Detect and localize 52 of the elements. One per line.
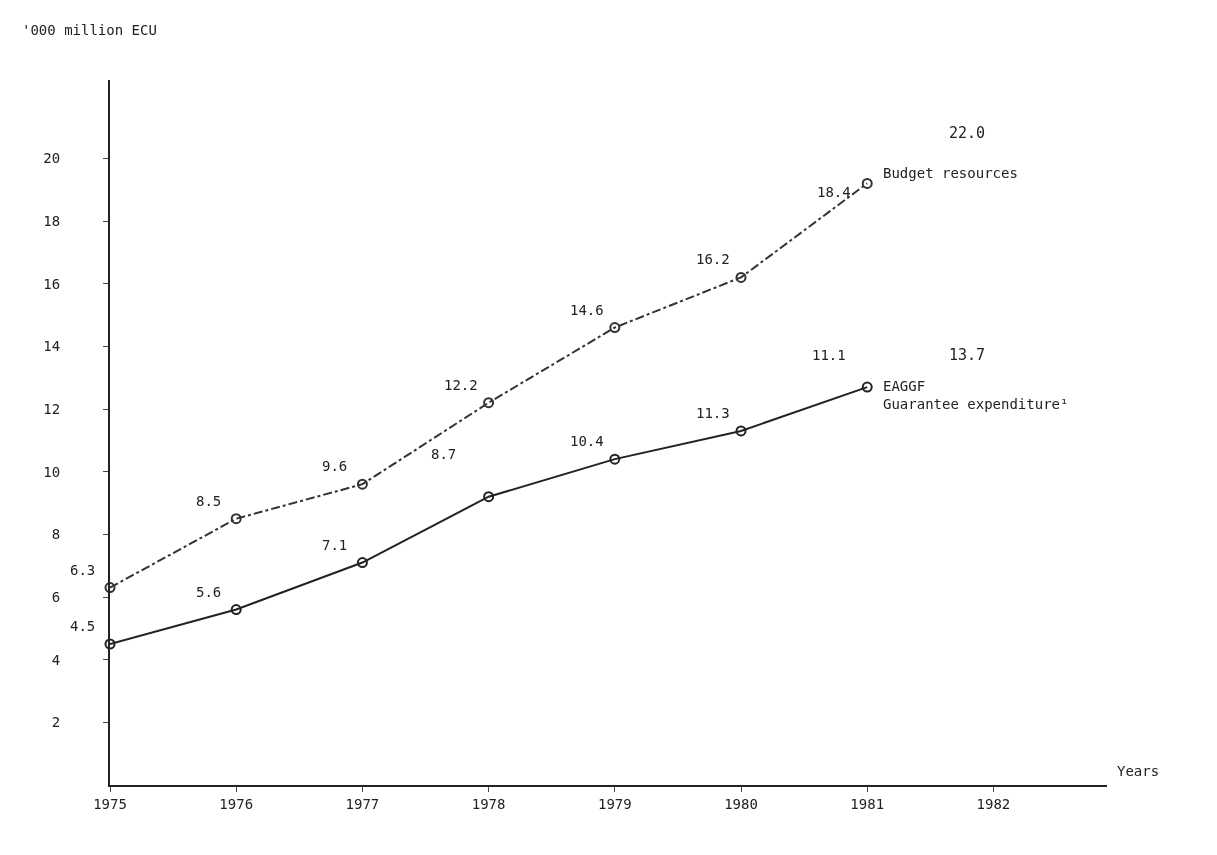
data-label: 11.3 — [696, 405, 730, 421]
point — [609, 453, 621, 465]
point — [356, 557, 368, 569]
data-label: 8.5 — [196, 493, 222, 509]
y-tick-label: 16 — [43, 275, 61, 292]
y-tick-label: 20 — [43, 150, 61, 167]
x-tick-label: 1980 — [724, 795, 758, 812]
point — [104, 582, 116, 594]
y-tick-label: 4 — [51, 651, 61, 668]
annotation: 13.7 — [949, 346, 986, 364]
point — [609, 322, 621, 334]
x-tick-label: 1981 — [850, 795, 885, 812]
point — [861, 177, 873, 189]
point — [483, 397, 495, 409]
data-label: 4.5 — [70, 618, 96, 634]
x-tick-label: 1979 — [597, 795, 632, 812]
x-axis-title: Years — [1117, 763, 1160, 779]
point — [735, 271, 747, 283]
series-label: EAGGF Guarantee expenditure¹ — [883, 378, 1069, 413]
point — [356, 478, 368, 490]
y-axis-title: '000 million ECU — [22, 22, 157, 38]
x-tick-label: 1976 — [219, 795, 254, 812]
x-tick-label: 1978 — [471, 795, 506, 812]
annotation: 18.4 — [817, 184, 851, 200]
y-tick-label: 14 — [43, 338, 61, 355]
annotation: 11.1 — [812, 347, 846, 363]
x-tick-label: 1977 — [345, 795, 380, 812]
data-label: 6.3 — [70, 562, 96, 578]
data-label: 7.1 — [322, 537, 348, 553]
point — [230, 513, 242, 525]
data-label: 5.6 — [196, 584, 222, 600]
point — [735, 425, 747, 437]
data-label: 10.4 — [570, 433, 604, 449]
x-tick-label: 1975 — [93, 795, 127, 812]
y-tick-label: 2 — [51, 714, 61, 731]
annotation: 8.7 — [431, 446, 457, 462]
point — [483, 491, 495, 503]
y-tick-label: 8 — [51, 526, 61, 543]
y-tick-label: 12 — [43, 400, 61, 417]
y-tick-label: 18 — [43, 212, 61, 229]
data-label: 12.2 — [444, 377, 478, 393]
point — [104, 638, 116, 650]
series-label: Budget resources — [883, 165, 1018, 181]
y-tick-label: 6 — [51, 588, 61, 605]
x-tick-label: 1982 — [976, 795, 1011, 812]
point — [861, 381, 873, 393]
data-label: 9.6 — [322, 458, 348, 474]
point — [230, 604, 242, 616]
y-tick-label: 10 — [43, 463, 61, 480]
data-label: 14.6 — [570, 302, 604, 318]
annotation: 22.0 — [949, 124, 986, 142]
data-label: 16.2 — [696, 251, 730, 267]
